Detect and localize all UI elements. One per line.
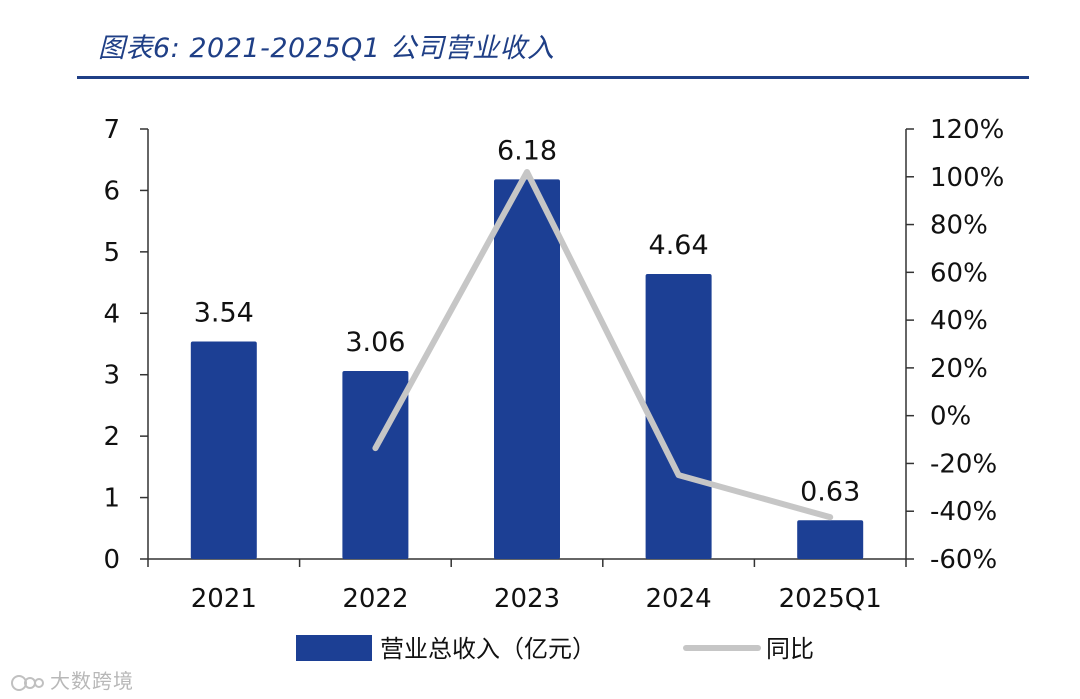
x-tick-label: 2025Q1	[779, 584, 882, 614]
bar-value-label: 6.18	[497, 135, 557, 166]
x-tick-label: 2023	[494, 584, 560, 614]
yoy-line-series	[372, 169, 834, 521]
left-tick-label: 6	[103, 176, 120, 206]
yoy-point	[828, 515, 832, 519]
bar	[797, 520, 864, 559]
left-tick-label: 3	[103, 361, 120, 391]
title-rule	[77, 76, 1029, 79]
x-tick-label: 2022	[342, 584, 408, 614]
right-tick-label: 0%	[930, 402, 971, 432]
figure-title: 图表6: 2021-2025Q1 公司营业收入	[98, 33, 555, 64]
left-tick-label: 7	[103, 115, 120, 145]
right-tick-label: 120%	[930, 115, 1004, 145]
bar	[494, 179, 560, 559]
right-tick-label: 60%	[930, 258, 988, 288]
bar-value-label: 4.64	[649, 230, 709, 261]
right-tick-label: 100%	[930, 163, 1004, 193]
legend-label-revenue: 营业总收入（亿元）	[380, 635, 596, 663]
right-tick-label: -20%	[930, 449, 997, 479]
x-tick-label: 2024	[646, 584, 712, 614]
watermark-text: 大数跨境	[50, 669, 134, 693]
left-tick-label: 2	[103, 422, 120, 452]
bar	[342, 371, 409, 559]
left-tick-label: 5	[103, 238, 120, 268]
bar	[645, 273, 712, 559]
left-tick-label: 1	[103, 484, 120, 514]
watermark-logo-icon	[11, 674, 44, 691]
legend-label-yoy: 同比	[766, 635, 814, 663]
yoy-line	[372, 169, 834, 521]
x-tick-label: 2021	[191, 584, 257, 614]
data-labels: 3.54 3.06 6.18 4.64 0.63	[194, 135, 861, 507]
bar-value-label: 3.54	[194, 298, 254, 329]
left-tick-label: 4	[103, 299, 120, 329]
bar	[190, 341, 257, 559]
legend: 营业总收入（亿元） 同比	[296, 635, 814, 663]
right-tick-label: -60%	[930, 545, 997, 575]
right-tick-label: -40%	[930, 497, 997, 527]
axes: 0 1 2 3 4 5 6 7 -60% -40% -20% 0% 20% 40% 60% 80% 100% 12…	[103, 115, 1004, 614]
right-tick-label: 40%	[930, 306, 988, 336]
legend-swatch-revenue	[296, 635, 372, 661]
bar-value-label: 0.63	[800, 476, 860, 507]
right-tick-label: 20%	[930, 354, 988, 384]
bars	[190, 179, 864, 559]
watermark: 大数跨境	[10, 665, 134, 694]
yoy-point	[677, 473, 681, 477]
right-tick-label: 80%	[930, 211, 988, 241]
yoy-point	[525, 170, 529, 174]
bar-value-label: 3.06	[345, 327, 405, 358]
yoy-point	[373, 446, 377, 450]
left-tick-label: 0	[103, 545, 120, 575]
